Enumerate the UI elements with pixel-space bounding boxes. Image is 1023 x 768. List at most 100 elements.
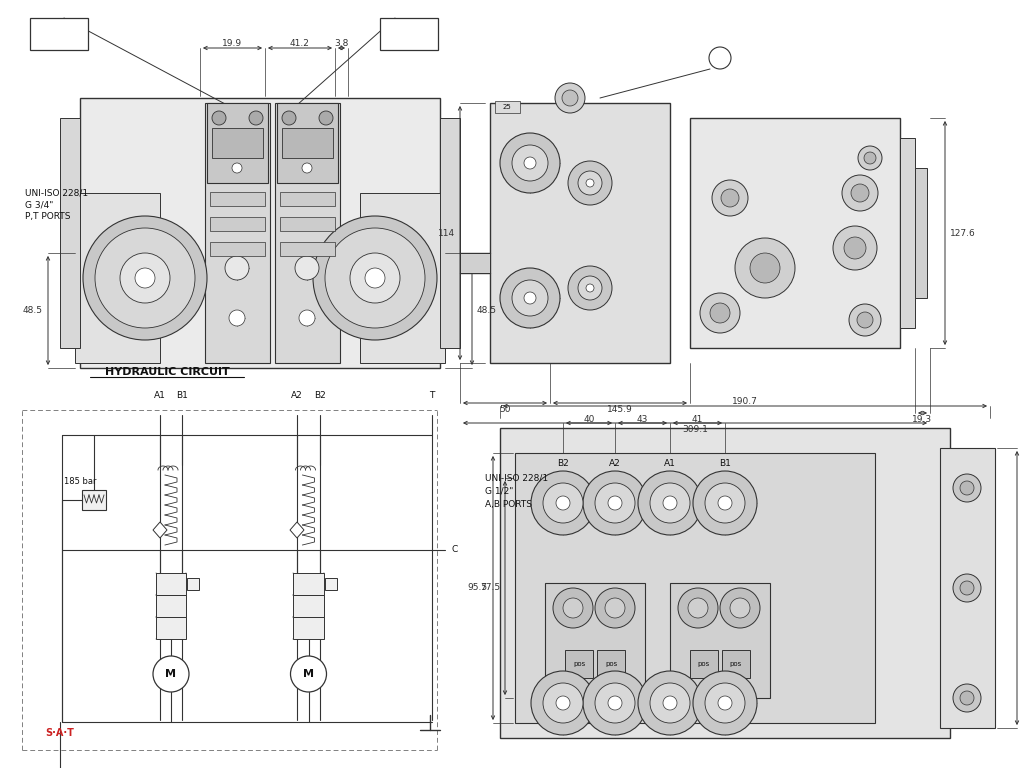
Circle shape bbox=[543, 483, 583, 523]
Text: T: T bbox=[430, 390, 435, 399]
Circle shape bbox=[555, 83, 585, 113]
Circle shape bbox=[608, 696, 622, 710]
Circle shape bbox=[568, 266, 612, 310]
Circle shape bbox=[953, 684, 981, 712]
Circle shape bbox=[663, 696, 677, 710]
Text: HYDRAULIC CIRCUIT: HYDRAULIC CIRCUIT bbox=[104, 367, 229, 377]
Bar bbox=[380, 18, 438, 50]
Circle shape bbox=[212, 111, 226, 125]
Circle shape bbox=[555, 496, 570, 510]
Bar bbox=[485, 418, 1010, 753]
Circle shape bbox=[500, 268, 560, 328]
Circle shape bbox=[302, 163, 312, 173]
Bar bbox=[155, 617, 186, 639]
Bar bbox=[60, 118, 80, 348]
Circle shape bbox=[709, 47, 731, 69]
Bar bbox=[325, 578, 337, 590]
Circle shape bbox=[595, 483, 635, 523]
Bar bbox=[565, 650, 593, 678]
Bar bbox=[75, 193, 160, 363]
Text: 114: 114 bbox=[438, 229, 455, 237]
Circle shape bbox=[299, 310, 315, 326]
Bar bbox=[277, 103, 338, 183]
Circle shape bbox=[605, 598, 625, 618]
Bar bbox=[282, 128, 333, 158]
Circle shape bbox=[857, 312, 873, 328]
Circle shape bbox=[578, 276, 602, 300]
Circle shape bbox=[650, 483, 690, 523]
Circle shape bbox=[851, 184, 869, 202]
Bar bbox=[915, 168, 927, 298]
Circle shape bbox=[693, 671, 757, 735]
Bar bbox=[690, 650, 718, 678]
Bar bbox=[30, 18, 88, 50]
Bar bbox=[275, 103, 340, 363]
Circle shape bbox=[960, 691, 974, 705]
Text: A1: A1 bbox=[154, 390, 166, 399]
Circle shape bbox=[120, 253, 170, 303]
Text: 3.8: 3.8 bbox=[335, 39, 349, 48]
Text: pos: pos bbox=[698, 661, 710, 667]
Circle shape bbox=[678, 588, 718, 628]
Circle shape bbox=[295, 256, 319, 280]
Circle shape bbox=[735, 238, 795, 298]
Circle shape bbox=[595, 683, 635, 723]
Bar bbox=[440, 118, 460, 348]
Text: 127.6: 127.6 bbox=[950, 229, 976, 237]
Circle shape bbox=[858, 146, 882, 170]
Text: 95.5: 95.5 bbox=[468, 584, 488, 592]
Bar bbox=[17, 360, 452, 755]
Text: P,T PORTS: P,T PORTS bbox=[25, 213, 71, 221]
Circle shape bbox=[638, 671, 702, 735]
Text: M: M bbox=[303, 669, 314, 679]
Circle shape bbox=[350, 253, 400, 303]
Circle shape bbox=[844, 237, 866, 259]
Circle shape bbox=[313, 216, 437, 340]
Text: 25: 25 bbox=[502, 104, 512, 110]
Circle shape bbox=[720, 588, 760, 628]
Circle shape bbox=[953, 574, 981, 602]
Circle shape bbox=[568, 161, 612, 205]
Circle shape bbox=[638, 471, 702, 535]
Text: 145.9: 145.9 bbox=[607, 405, 633, 413]
Text: 50: 50 bbox=[499, 405, 510, 413]
Circle shape bbox=[849, 304, 881, 336]
Circle shape bbox=[365, 268, 385, 288]
Circle shape bbox=[95, 228, 195, 328]
Bar bbox=[155, 595, 186, 617]
Circle shape bbox=[563, 598, 583, 618]
Text: 190.7: 190.7 bbox=[732, 398, 758, 406]
Circle shape bbox=[705, 683, 745, 723]
Bar bbox=[20, 28, 460, 378]
Text: A2: A2 bbox=[609, 458, 621, 468]
Bar bbox=[210, 192, 265, 206]
Circle shape bbox=[608, 496, 622, 510]
Text: 48.5: 48.5 bbox=[23, 306, 43, 315]
Text: 309.1: 309.1 bbox=[682, 425, 708, 433]
Circle shape bbox=[232, 163, 242, 173]
Circle shape bbox=[500, 133, 560, 193]
Text: 43: 43 bbox=[636, 415, 649, 423]
Text: C7: C7 bbox=[401, 25, 416, 35]
Bar bbox=[187, 578, 199, 590]
Bar bbox=[500, 428, 950, 738]
Text: pos: pos bbox=[729, 661, 742, 667]
Circle shape bbox=[524, 157, 536, 169]
Bar bbox=[205, 103, 270, 363]
Text: B2: B2 bbox=[558, 458, 569, 468]
Circle shape bbox=[583, 671, 647, 735]
Text: 41.2: 41.2 bbox=[291, 39, 310, 48]
Circle shape bbox=[718, 696, 732, 710]
Bar bbox=[670, 583, 770, 698]
Circle shape bbox=[512, 280, 548, 316]
Circle shape bbox=[721, 189, 739, 207]
Circle shape bbox=[282, 111, 296, 125]
Text: A2: A2 bbox=[292, 390, 303, 399]
Bar bbox=[210, 242, 265, 256]
Text: UNI-ISO 228/1: UNI-ISO 228/1 bbox=[485, 474, 548, 482]
Circle shape bbox=[833, 226, 877, 270]
Text: (EME 13): (EME 13) bbox=[387, 36, 431, 46]
Text: 41: 41 bbox=[692, 415, 703, 423]
Circle shape bbox=[960, 481, 974, 495]
Bar bbox=[82, 490, 106, 510]
